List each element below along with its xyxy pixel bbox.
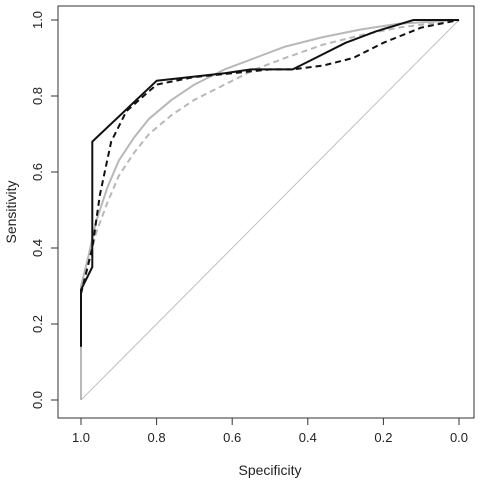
x-axis-title: Specificity xyxy=(238,462,301,478)
series-layer xyxy=(80,19,460,400)
x-tick-label: 0.6 xyxy=(223,430,241,445)
roc-curve-4 xyxy=(80,19,460,294)
x-tick-label: 0.0 xyxy=(450,430,468,445)
y-tick-label: 0.4 xyxy=(30,239,45,257)
x-tick-label: 1.0 xyxy=(72,430,90,445)
roc-curve-1 xyxy=(80,19,459,347)
x-tick-label: 0.4 xyxy=(299,430,317,445)
reference-diagonal xyxy=(80,19,460,401)
y-tick-label: 1.0 xyxy=(30,11,45,29)
x-tick-label: 0.8 xyxy=(148,430,166,445)
y-axis-title: Sensitivity xyxy=(3,180,19,243)
y-tick-label: 0.0 xyxy=(30,391,45,409)
x-tick-label: 0.2 xyxy=(374,430,392,445)
x-axis: 1.0 0.8 0.6 0.4 0.2 0.0 xyxy=(72,418,468,445)
y-tick-label: 0.8 xyxy=(30,87,45,105)
roc-curve-2 xyxy=(80,19,460,324)
y-tick-label: 0.6 xyxy=(30,163,45,181)
y-tick-label: 0.2 xyxy=(30,315,45,333)
plot-frame xyxy=(57,5,475,419)
y-axis: 0.0 0.2 0.4 0.6 0.8 1.0 xyxy=(30,11,58,409)
